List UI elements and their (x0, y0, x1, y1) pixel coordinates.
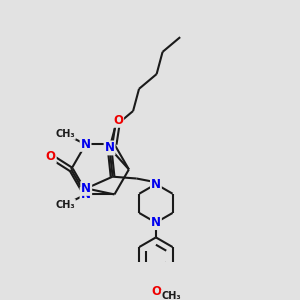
Text: O: O (46, 150, 56, 163)
Text: O: O (113, 114, 123, 127)
Text: CH₃: CH₃ (56, 129, 75, 139)
Text: CH₃: CH₃ (162, 291, 181, 300)
Text: N: N (151, 216, 161, 229)
Text: N: N (81, 138, 91, 151)
Text: O: O (151, 285, 161, 298)
Text: N: N (105, 142, 115, 154)
Text: N: N (81, 182, 91, 195)
Text: N: N (151, 178, 161, 190)
Text: CH₃: CH₃ (56, 200, 75, 210)
Text: N: N (81, 188, 91, 201)
